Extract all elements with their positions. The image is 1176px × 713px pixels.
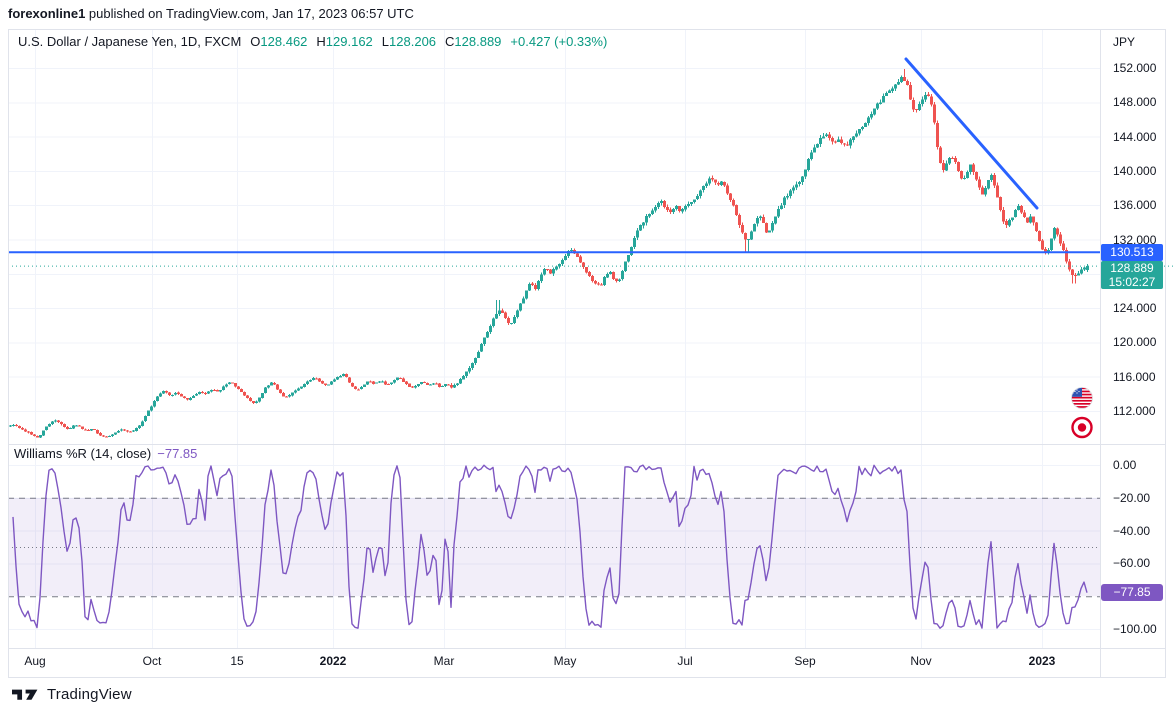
- open-label: O: [250, 34, 261, 49]
- publish-info: published on TradingView.com, Jan 17, 20…: [85, 6, 414, 21]
- time-tick-label: 15: [230, 654, 244, 668]
- indicator-value: −77.85: [157, 446, 198, 461]
- time-tick-label: 2023: [1028, 654, 1056, 668]
- price-axis-currency: JPY: [1113, 35, 1136, 49]
- publisher-username: forexonline1: [8, 6, 86, 21]
- hline-price-label: 130.513: [1101, 244, 1163, 261]
- last-price-label: 128.889 15:02:27: [1101, 261, 1163, 289]
- change-value: +0.427 (+0.33%): [510, 34, 608, 49]
- candlestick-series: [9, 68, 1089, 438]
- high-label: H: [316, 34, 326, 49]
- grid-lines: [8, 30, 1100, 648]
- time-tick-label: Aug: [24, 654, 46, 668]
- indicator-title-row[interactable]: Williams %R (14, close) −77.85: [14, 446, 197, 461]
- trend-line[interactable]: [904, 57, 1039, 210]
- time-tick-label: Mar: [433, 654, 455, 668]
- symbol-title[interactable]: U.S. Dollar / Japanese Yen, 1D, FXCM: [18, 34, 242, 49]
- tradingview-logo-text: TradingView: [47, 686, 132, 703]
- close-value: 128.889: [454, 34, 502, 49]
- symbol-legend[interactable]: U.S. Dollar / Japanese Yen, 1D, FXCM O128…: [18, 34, 607, 49]
- high-value: 129.162: [325, 34, 373, 49]
- pane-borders: [8, 29, 1166, 678]
- time-tick-label: Nov: [910, 654, 932, 668]
- time-tick-label: Jul: [677, 654, 693, 668]
- publish-header: forexonline1 published on TradingView.co…: [8, 6, 414, 21]
- williams-r-line: [12, 464, 1088, 629]
- low-label: L: [381, 34, 390, 49]
- japan-flag-icon: [1071, 416, 1093, 439]
- last-price-value: 128.889: [1110, 261, 1154, 275]
- indicator-name[interactable]: Williams %R (14, close): [14, 446, 152, 461]
- low-value: 128.206: [389, 34, 437, 49]
- time-tick-label: Oct: [142, 654, 162, 668]
- time-axis[interactable]: Aug Oct 15 2022 Mar May Jul Sep Nov 2023: [0, 649, 1176, 675]
- time-tick-label: May: [553, 654, 577, 668]
- tradingview-logo[interactable]: TradingView: [12, 686, 132, 703]
- indicator-value-label: −77.85: [1101, 584, 1163, 601]
- tradingview-logo-icon: [12, 689, 38, 700]
- bar-countdown: 15:02:27: [1108, 275, 1156, 289]
- close-label: C: [445, 34, 455, 49]
- flag-icons: [1071, 387, 1093, 439]
- williams-r-pane: [8, 464, 1100, 629]
- time-tick-label: 2022: [319, 654, 347, 668]
- us-flag-icon: [1071, 387, 1093, 409]
- time-tick-label: Sep: [794, 654, 816, 668]
- open-value: 128.462: [260, 34, 308, 49]
